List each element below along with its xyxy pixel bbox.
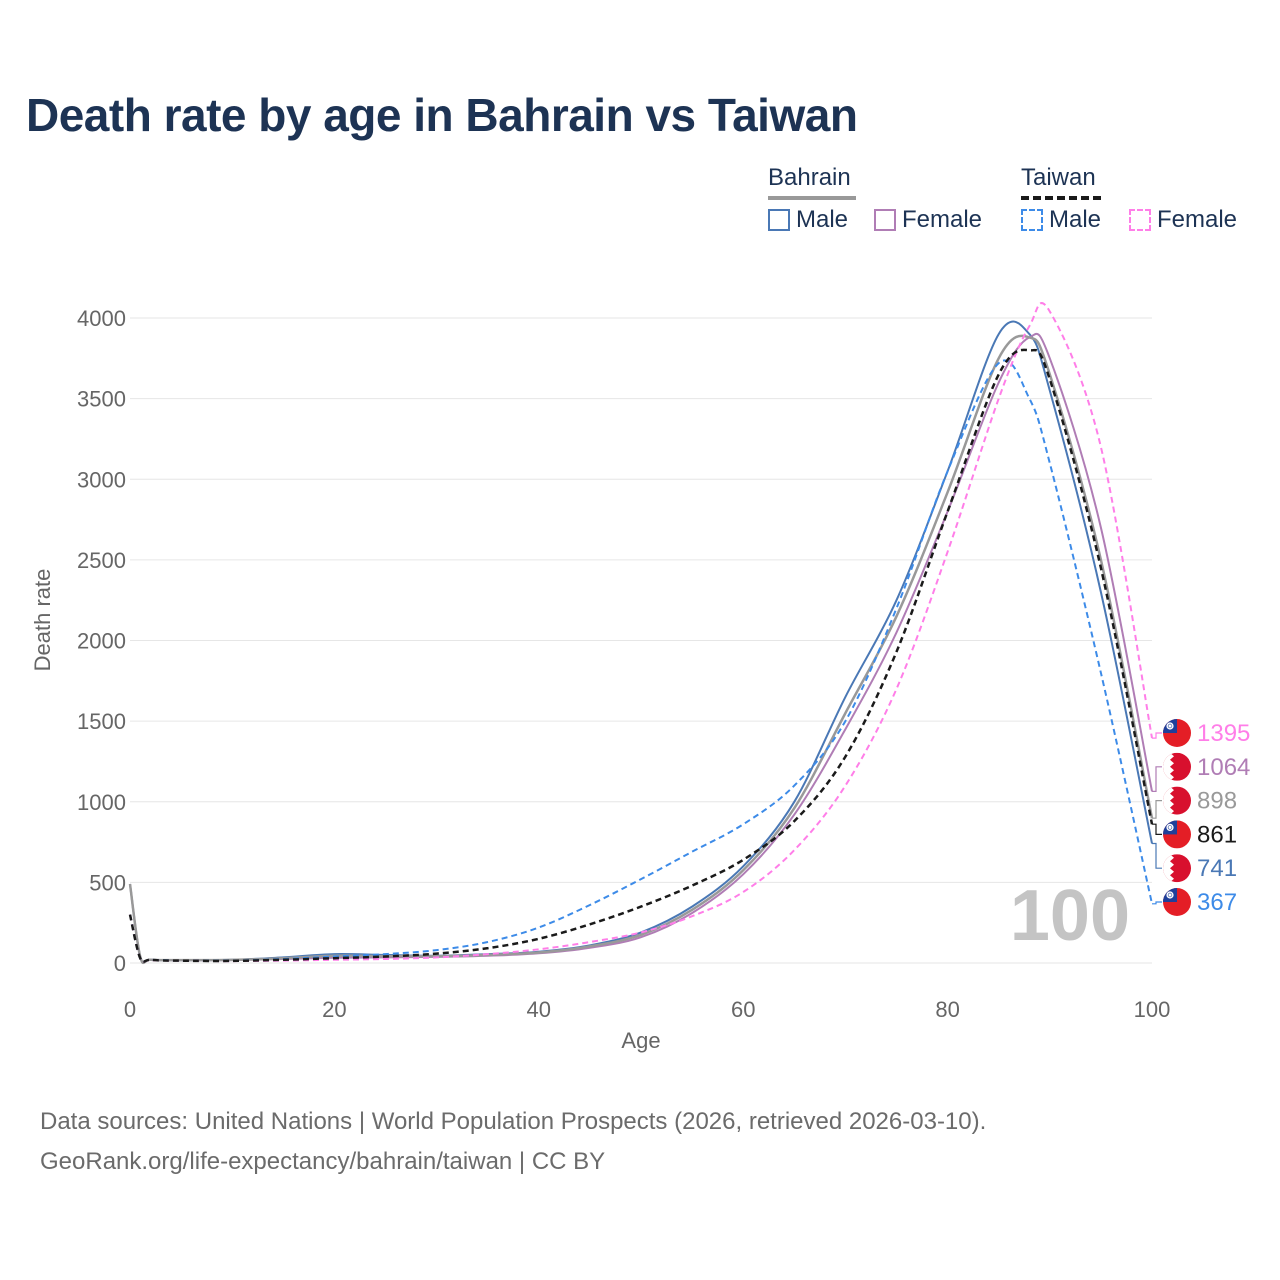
age-watermark: 100	[1010, 876, 1130, 956]
x-tick-label: 80	[935, 997, 959, 1022]
series-line-taiwan-female	[129, 302, 1153, 963]
series-line-bahrain-male	[129, 320, 1153, 964]
y-tick-label: 3000	[77, 467, 126, 492]
legend-group-taiwan: Taiwan Male Female	[1021, 164, 1261, 244]
y-tick-label: 2000	[77, 629, 126, 654]
legend-swatch	[874, 209, 896, 231]
y-axis-title: Death rate	[30, 569, 55, 672]
legend-group-title: Taiwan	[1021, 164, 1096, 191]
legend-group-line	[1021, 196, 1101, 200]
end-value-label: 1395	[1197, 720, 1250, 747]
end-value-label: 1064	[1197, 754, 1250, 781]
y-tick-label: 1500	[77, 709, 126, 734]
legend-group-title: Bahrain	[768, 164, 851, 191]
bahrain-flag-icon	[1163, 786, 1191, 815]
grid-lines	[130, 317, 1152, 964]
taiwan-flag-icon	[1163, 820, 1191, 849]
y-tick-label: 0	[114, 951, 126, 976]
legend-label: Male	[796, 206, 849, 233]
y-tick-label: 2500	[77, 548, 126, 573]
x-tick-label: 60	[731, 997, 755, 1022]
legend-item-bahrain-female[interactable]: Female	[874, 206, 982, 234]
legend-label: Male	[1049, 206, 1102, 233]
legend-swatch	[1129, 209, 1151, 231]
series-group	[128, 302, 1154, 965]
y-tick-label: 1000	[77, 790, 126, 815]
series-line-taiwan-male	[129, 359, 1153, 963]
end-value-label: 741	[1197, 855, 1237, 882]
series-line-bahrain-total	[128, 334, 1154, 965]
legend-swatch	[1021, 209, 1043, 231]
source-line-2[interactable]: GeoRank.org/life-expectancy/bahrain/taiw…	[40, 1148, 606, 1175]
y-tick-label: 4000	[77, 306, 126, 331]
source-line-1: Data sources: United Nations | World Pop…	[40, 1108, 987, 1135]
legend-item-bahrain-male[interactable]: Male	[768, 206, 848, 234]
end-label-connector	[1152, 800, 1162, 819]
end-value-label: 898	[1197, 788, 1237, 815]
taiwan-flag-icon	[1163, 888, 1191, 916]
legend-item-taiwan-female[interactable]: Female	[1129, 206, 1237, 234]
end-label-connector	[1152, 842, 1162, 869]
axes-group: 0 500 1000 1500 2000 2500 3000 3500 4000 0 20 40 60 8…	[77, 306, 1170, 1022]
taiwan-flag-icon	[1163, 719, 1191, 747]
x-axis-title: Age	[621, 1028, 660, 1053]
end-value-label: 861	[1197, 821, 1237, 848]
legend-label: Female	[1157, 206, 1238, 233]
end-label-connector	[1152, 732, 1162, 739]
end-label-connector	[1152, 823, 1162, 835]
bahrain-flag-icon	[1163, 752, 1191, 781]
end-label-connector	[1152, 766, 1162, 792]
end-value-label: 367	[1197, 889, 1237, 916]
legend-label: Female	[902, 206, 983, 233]
bahrain-flag-icon	[1163, 854, 1191, 883]
x-tick-label: 20	[322, 997, 346, 1022]
end-labels-group: 1395 1064 898 861 741 367	[1152, 719, 1250, 916]
legend-group-line	[768, 196, 856, 200]
x-tick-label: 0	[124, 997, 136, 1022]
x-tick-label: 100	[1134, 997, 1171, 1022]
legend-item-taiwan-male[interactable]: Male	[1021, 206, 1101, 234]
y-tick-label: 500	[89, 870, 126, 895]
series-line-taiwan-total	[128, 348, 1154, 964]
y-tick-label: 3500	[77, 387, 126, 412]
chart-title: Death rate by age in Bahrain vs Taiwan	[26, 89, 858, 141]
x-tick-label: 40	[527, 997, 551, 1022]
legend-group-bahrain: Bahrain Male Female	[768, 164, 1008, 244]
series-line-bahrain-female	[129, 332, 1153, 964]
legend-swatch	[768, 209, 790, 231]
end-label-connector	[1152, 901, 1162, 905]
